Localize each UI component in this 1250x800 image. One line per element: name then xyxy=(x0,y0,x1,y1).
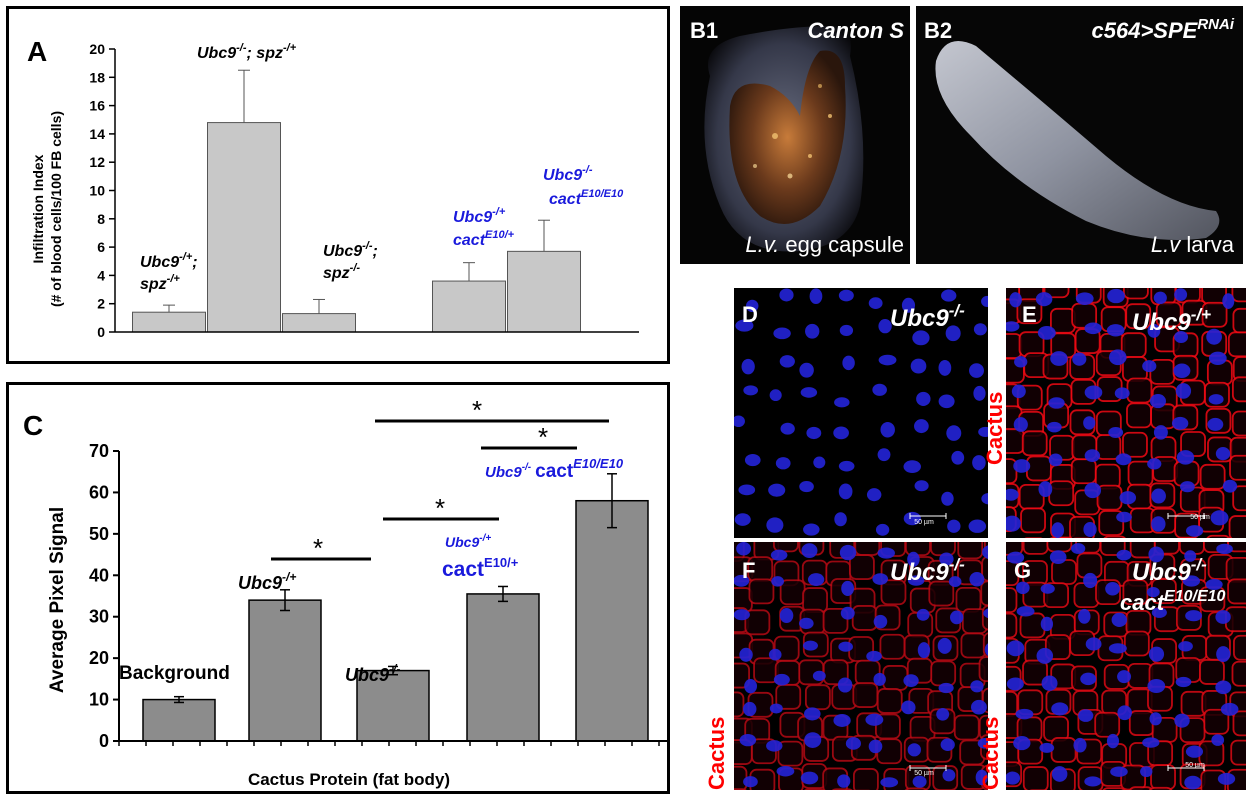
panel-c-ytick-label: 10 xyxy=(89,690,109,710)
panel-a-label-bar4-line1: Ubc9-/+ xyxy=(453,206,506,226)
panel-b1-letter: B1 xyxy=(690,18,718,43)
panel-a-ytick-label: 10 xyxy=(89,183,105,199)
panel-a-bar xyxy=(507,250,581,333)
panel-a-label-bar5-line1: Ubc9-/- xyxy=(543,164,593,184)
larva-shape xyxy=(935,41,1220,240)
sig-star-3: * xyxy=(538,422,548,452)
panel-c-label-bar3: Ubc9-/- xyxy=(345,662,400,685)
sig-star-1: * xyxy=(313,533,323,563)
panel-c-ytick-label: 0 xyxy=(99,731,109,751)
panel-c-ylabel: Average Pixel Signal xyxy=(47,507,68,693)
panel-b2-letter: B2 xyxy=(924,18,952,43)
panel-c-ytick-label: 50 xyxy=(89,524,109,544)
panel-c-y-axis: 0 10 20 30 40 50 60 70 xyxy=(89,441,660,751)
panel-f-image xyxy=(734,542,988,790)
panel-b1-image: B1 Canton S L.v. egg capsule xyxy=(680,6,910,264)
panel-c-bars xyxy=(142,473,649,742)
panel-a-bars xyxy=(132,69,581,333)
panel-a-label-bar3-line1: Ubc9-/-; xyxy=(323,240,378,260)
panel-a-ytick-label: 18 xyxy=(89,69,105,85)
panel-a-chart: A Infiltration Index (# of blood cells/1… xyxy=(27,36,639,340)
panel-b1-caption: L.v. egg capsule xyxy=(745,232,904,257)
panel-c-bar xyxy=(466,593,540,742)
panel-a-ytick-label: 6 xyxy=(97,239,105,255)
panel-a-letter: A xyxy=(27,36,47,67)
panel-c-ytick-label: 70 xyxy=(89,441,109,461)
panel-c: C Average Pixel Signal Cactus Protein (f… xyxy=(6,382,670,794)
panel-b1-title: Canton S xyxy=(807,18,904,43)
panel-a-ytick-label: 2 xyxy=(97,296,105,312)
panel-c-letter: C xyxy=(23,410,43,441)
panel-c-ytick-label: 20 xyxy=(89,648,109,668)
panel-a: A Infiltration Index (# of blood cells/1… xyxy=(6,6,670,364)
panel-c-bar xyxy=(356,669,430,742)
panel-b2-image: B2 c564>SPERNAi L.v larva xyxy=(916,6,1243,264)
panel-a-y-axis: 0 2 4 6 8 10 12 14 16 18 20 xyxy=(89,41,115,340)
panel-a-ytick-label: 12 xyxy=(89,154,105,170)
panel-a-ylabel-2: (# of blood cells/100 FB cells) xyxy=(48,111,64,307)
panel-d-image xyxy=(734,288,988,538)
panel-a-bar xyxy=(432,280,506,333)
panel-a-label-bar5-line2: cactE10/E10 xyxy=(549,188,624,208)
panel-a-ytick-label: 14 xyxy=(89,126,105,142)
panel-c-label-bar4-line1: Ubc9-/+ xyxy=(445,533,491,550)
panel-a-ytick-label: 20 xyxy=(89,41,105,57)
panel-c-bar xyxy=(142,698,216,742)
panel-a-ylabel-1: Infiltration Index xyxy=(30,154,46,263)
panel-a-label-bar4-line2: cactE10/+ xyxy=(453,229,515,249)
panel-a-bar xyxy=(207,122,281,333)
panel-c-xlabel: Cactus Protein (fat body) xyxy=(248,770,450,789)
panel-b2-caption: L.v larva xyxy=(1151,232,1235,257)
panel-a-ytick-label: 16 xyxy=(89,98,105,114)
panel-a-bar xyxy=(282,313,356,333)
panel-f-side-label: Cactus xyxy=(704,717,729,790)
panel-c-label-background: Background xyxy=(119,663,230,684)
egg-content-shape xyxy=(729,50,846,224)
panel-c-label-bar2: Ubc9-/+ xyxy=(238,570,296,593)
panel-c-ytick-label: 30 xyxy=(89,607,109,627)
panel-c-ytick-label: 60 xyxy=(89,482,109,502)
panel-c-ytick-label: 40 xyxy=(89,565,109,585)
sig-star-2: * xyxy=(435,493,445,523)
panel-a-label-bar1-line1: Ubc9-/+; xyxy=(140,251,198,271)
panel-c-bar xyxy=(248,599,322,742)
panel-a-ytick-label: 8 xyxy=(97,211,105,227)
panel-a-label-bar1-line2: spz-/+ xyxy=(140,273,180,293)
sig-star-4: * xyxy=(472,395,482,425)
panel-c-chart: C Average Pixel Signal Cactus Protein (f… xyxy=(23,395,667,789)
panel-c-label-bar4-line2: cactE10/+ xyxy=(442,555,519,581)
panel-a-label-bar2: Ubc9-/-; spz-/+ xyxy=(197,42,297,62)
panel-a-label-bar3-line2: spz-/- xyxy=(323,262,360,282)
panel-e-image xyxy=(1006,288,1246,538)
panel-c-label-bar5: Ubc9-/- cactE10/E10 xyxy=(485,456,624,482)
panel-a-ytick-label: 4 xyxy=(97,267,105,283)
panel-c-bar xyxy=(575,499,649,742)
panel-a-ytick-label: 0 xyxy=(97,324,105,340)
panel-g-image xyxy=(1006,542,1246,790)
panel-b2-title: c564>SPERNAi xyxy=(1092,16,1235,43)
panel-a-bar xyxy=(132,311,206,333)
